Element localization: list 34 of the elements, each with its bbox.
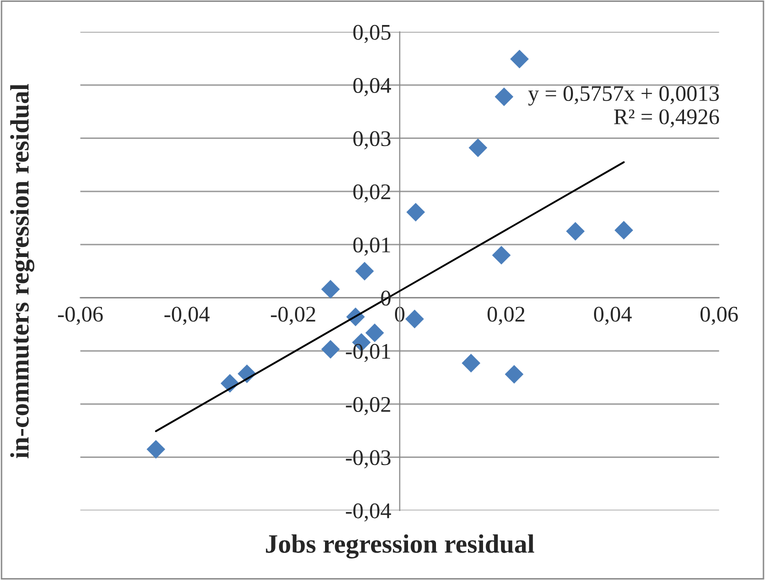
x-tick-label: -0,04 — [164, 306, 210, 325]
point — [355, 262, 374, 280]
x-tick-label: 0,06 — [700, 306, 738, 325]
y-tick-label: -0,03 — [346, 450, 391, 468]
point — [406, 202, 425, 222]
y-tick-label: 0,05 — [353, 24, 391, 44]
y-axis-title: in-commuters regression residual — [10, 84, 34, 458]
point — [365, 324, 384, 342]
y-tick-label: 0,04 — [353, 78, 392, 96]
point — [468, 138, 488, 158]
point — [494, 87, 514, 106]
x-tick-label: 0,02 — [488, 306, 524, 325]
point — [321, 340, 340, 359]
point — [614, 220, 634, 240]
y-tick-label: 0,01 — [353, 238, 390, 256]
point — [510, 50, 529, 68]
y-tick-label: 0,03 — [353, 131, 391, 150]
x-tick-label: -0,02 — [270, 306, 316, 325]
point — [405, 310, 424, 328]
point — [566, 222, 585, 241]
point — [462, 354, 480, 372]
y-tick-label: 0,02 — [353, 184, 390, 203]
y-tick-label: -0,04 — [346, 503, 392, 522]
x-axis-title: Jobs regression residual — [266, 534, 534, 558]
annotation: y = 0,5757x + 0,0013 R² = 0,4926 — [528, 86, 720, 128]
y-tick-label: -0,01 — [346, 344, 390, 362]
point — [321, 280, 340, 299]
point — [146, 440, 166, 459]
y-tick-label: -0,02 — [346, 397, 390, 416]
point — [492, 246, 511, 265]
x-tick-label: 0,04 — [594, 306, 632, 325]
point — [504, 364, 524, 384]
x-tick-label: -0,06 — [58, 306, 103, 325]
x-tick-label: 0 — [395, 306, 404, 322]
